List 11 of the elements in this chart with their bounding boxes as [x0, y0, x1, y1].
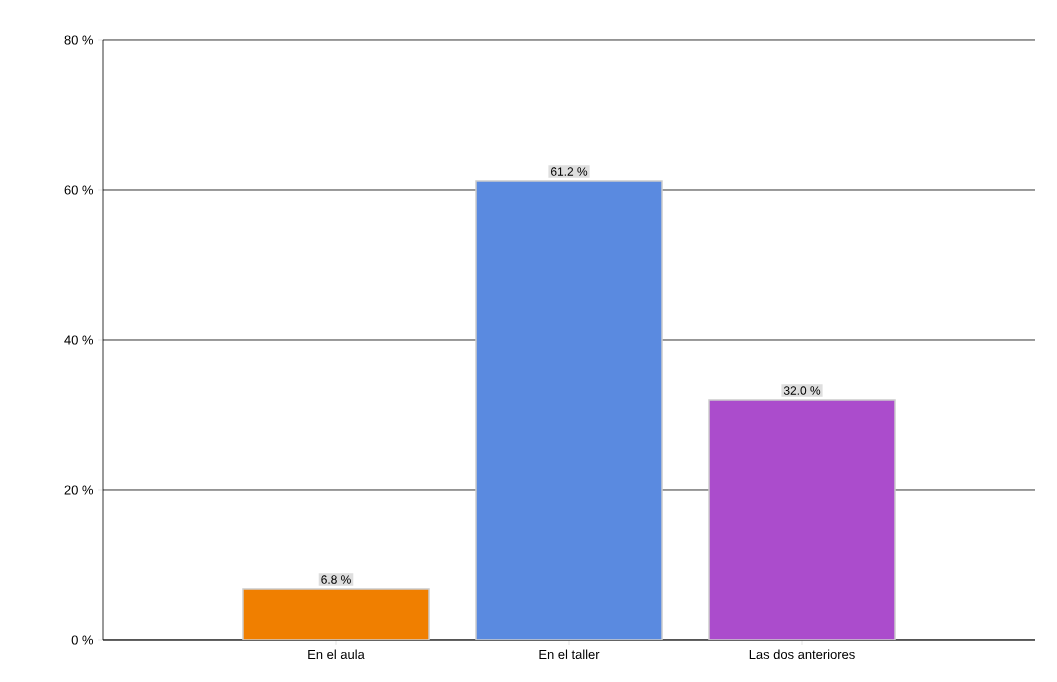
- y-tick-label: 60 %: [64, 185, 94, 195]
- data-label: 32.0 %: [783, 386, 821, 395]
- data-label: 6.8 %: [321, 575, 351, 584]
- y-tick-label: 0 %: [71, 635, 94, 645]
- x-tick-label: En el aula: [308, 649, 365, 660]
- x-tick-label: En el taller: [539, 649, 600, 660]
- y-tick-label: 20 %: [64, 485, 94, 495]
- y-tick-label: 40 %: [64, 335, 94, 345]
- x-tick-label: Las dos anteriores: [749, 649, 855, 660]
- data-label: 61.2 %: [551, 167, 588, 176]
- y-tick-label: 80 %: [64, 35, 94, 45]
